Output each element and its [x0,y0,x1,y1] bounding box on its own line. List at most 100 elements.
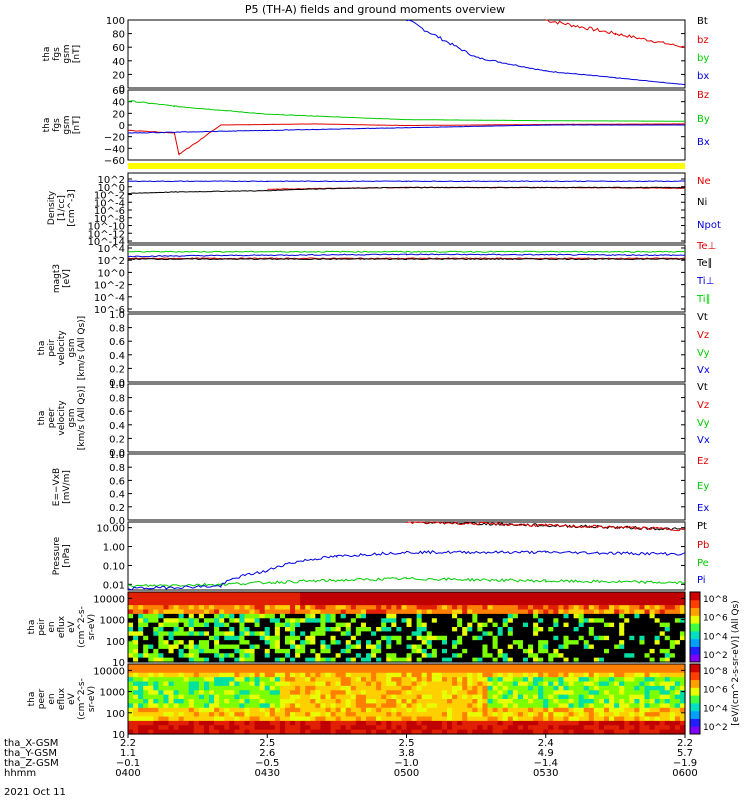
peir_spec-cell [128,600,134,606]
peir_spec-cell [598,596,605,602]
peir_spec-cell [198,609,205,615]
peer_spec-cell [598,716,605,722]
efield-legend-0: Ez [697,456,709,467]
peer_spec-cell [472,685,478,691]
peer_spec-cell [193,699,200,704]
peir_spec-cell [264,605,271,611]
peer_spec-cell [563,725,570,731]
peer_spec-cell [138,664,144,669]
peer_spec-cell [497,716,504,722]
peir_spec-cell [563,635,570,641]
peer_spec-cell [391,703,397,709]
peer_spec-cell [492,690,499,696]
peer_spec-cell [619,685,625,691]
peir_spec-cell [522,653,529,659]
peir_spec-cell [173,600,180,606]
peer_spec-cell [143,716,149,722]
peir_spec-cell [305,648,311,654]
peir_spec-cell [401,653,408,659]
peir_spec-cell [360,596,367,602]
peir_spec-cell [153,635,159,641]
peer_spec-cell [133,690,139,696]
peir_spec-cell [452,600,458,606]
peer_vel-tick-label: 0.4 [109,421,125,432]
peer_spec-cell [411,712,418,718]
peir_spec-cell [173,592,180,597]
peer_spec-cell [320,690,327,696]
peer_spec-cell [254,725,261,731]
peer_spec-cell [452,716,458,722]
peer_spec-cell [522,690,529,696]
peer_spec-cell [295,716,301,722]
peir_vel-ylabel: velocity [57,330,67,366]
peir_spec-cell [249,635,256,641]
peir_spec-cell [133,600,139,606]
peer_spec-cell [290,699,296,704]
peir_spec-cell [138,618,144,624]
peer_spec-cell [325,668,332,674]
peer_spec-cell [583,712,590,718]
peir_spec-cell [467,644,473,650]
peir_spec-cell [497,600,504,606]
peer_spec-cell [452,712,458,718]
peer_spec-cell [153,707,159,713]
peir_spec-cell [563,627,570,632]
peir_spec-cell [335,631,342,637]
peer_spec-cell [300,690,306,696]
peer_spec-cell [457,725,463,731]
peer_spec-cell [679,716,686,722]
peir_spec-cell [178,627,185,632]
peir_spec-cell [624,640,630,646]
peer_spec-cell [482,712,489,718]
peir_spec-cell [158,635,165,641]
peer_spec-cell [371,703,377,709]
peer_spec-cell [447,677,453,683]
peir_spec-cell [279,640,286,646]
peir_spec-cell [614,622,620,628]
peer_spec-cell [558,703,565,709]
peer_spec-cell [381,694,387,700]
peir_spec-cell [578,622,585,628]
peir_spec-cell [441,605,448,611]
peer_spec-cell [178,677,185,683]
peer_spec-cell [320,681,327,687]
peir_spec-cell [229,644,235,650]
peir_spec-cell [609,618,615,624]
peir_spec-cell [284,596,291,602]
peer_spec-cell [406,716,413,722]
peir_spec-cell [548,640,554,646]
peer_spec-cell [457,699,463,704]
peir_spec-cell [619,653,625,659]
peer_spec-cell [320,703,327,709]
peir_spec-cell [381,640,387,646]
peer_spec-cell [472,703,478,709]
peer_spec-cell [568,707,575,713]
peer_spec-cell [244,720,251,726]
peir_spec-cell [578,613,585,619]
peer_spec-cell [609,725,615,731]
peer_spec-cell [381,712,387,718]
peir_spec-cell [629,653,635,659]
peer_spec-cell [340,672,347,678]
peir_spec-cell [457,653,463,659]
peir_spec-cell [138,605,144,611]
peir_spec-cell [528,631,534,637]
peir_spec-cell [355,627,362,632]
peer_spec-cell [649,720,656,726]
peer_spec-cell [315,699,322,704]
peir_spec-ylabel: eV [67,620,77,633]
peer_spec-cell [386,672,392,678]
peer_spec-cell [593,672,600,678]
peir_spec-cell [629,648,635,654]
peir_spec-cell [664,609,671,615]
peer_spec-cell [421,690,428,696]
peer_spec-cell [431,712,438,718]
peer_spec-cell [244,725,251,731]
peer_spec-cell [548,725,554,731]
peer_spec-cell [629,729,635,735]
peir_spec-cell [487,600,494,606]
peer_spec-cell [163,703,170,709]
peir_spec-cell [588,648,595,654]
peer_spec-cell [148,720,154,726]
peir_spec-cell [553,622,560,628]
